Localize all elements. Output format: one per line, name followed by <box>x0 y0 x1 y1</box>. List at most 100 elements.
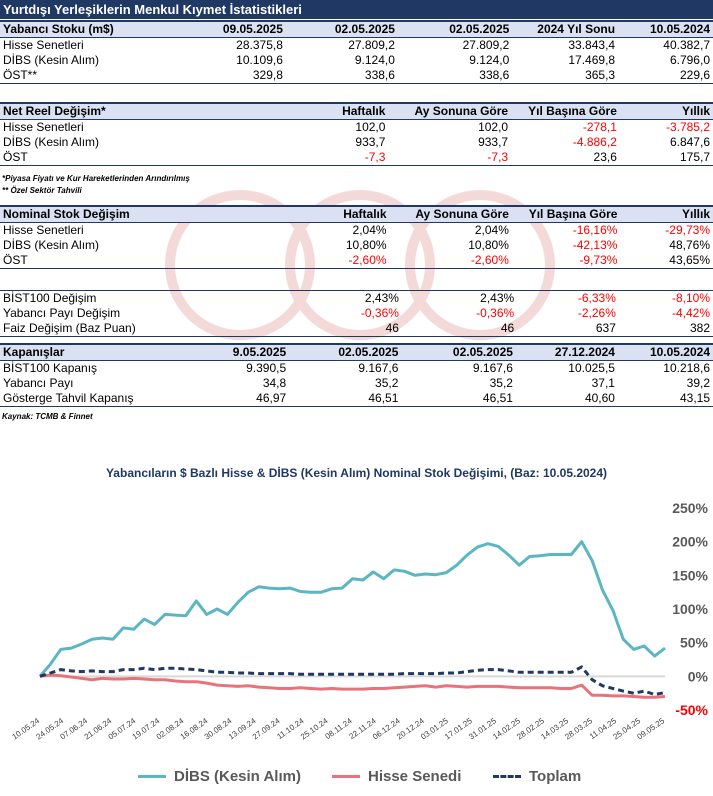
closings-header-col: 27.12.2024 <box>515 343 618 361</box>
cell: 6.847,6 <box>669 135 710 149</box>
series-line-0 <box>38 540 666 678</box>
cell: 933,7 <box>478 135 509 149</box>
y-tick-label: 50% <box>680 635 709 651</box>
stock-header-row: Yabancı Stoku (m$) 09.05.2025 02.05.2025… <box>0 20 713 38</box>
footnote-ost: ** Özel Sektör Tahvili <box>2 186 82 195</box>
cell: 43,65% <box>620 253 713 269</box>
row-label: Yabancı Payı Değişim <box>3 306 121 320</box>
closings-table: Kapanışlar 9.05.2025 02.05.2025 02.05.20… <box>0 343 713 407</box>
cell: -278,1 <box>582 120 617 134</box>
table-row: DİBS (Kesin Alım) 933,7 933,7 -4.886,2 6… <box>0 135 713 150</box>
row-label: DİBS (Kesin Alım) <box>3 238 100 252</box>
cell: -2,60% <box>389 253 512 269</box>
table-row: Hisse Senetleri 28.375,8 27.809,2 27.809… <box>0 38 713 54</box>
cell: -2,26% <box>577 306 616 320</box>
legend-item-hisse: Hisse Senedi <box>332 768 461 785</box>
cell <box>177 321 290 337</box>
closings-header-col: 02.05.2025 <box>401 343 516 361</box>
cell: 17.469,8 <box>568 53 616 67</box>
cell <box>178 291 289 307</box>
row-label: Hisse Senetleri <box>3 120 84 134</box>
y-tick-label: 150% <box>672 567 708 583</box>
closings-header-label: Kapanışlar <box>0 343 175 361</box>
cell: 46 <box>289 321 402 337</box>
table-row: BİST100 Kapanış 9.390,5 9.167,6 9.167,6 … <box>0 361 713 377</box>
cell: 2,04% <box>352 223 387 237</box>
x-tick-label: 09.05.25 <box>635 716 666 742</box>
cell: 9.124,0 <box>354 53 395 67</box>
stock-header-col: 2024 Yıl Sonu <box>512 20 619 38</box>
real-change-header-col: Haftalık <box>277 102 389 120</box>
cell: 35,2 <box>489 376 513 390</box>
row-label: ÖST <box>0 150 171 166</box>
nominal-change-header-label: Nominal Stok Değişim <box>0 205 175 223</box>
nominal-change-header-col: Yıllık <box>620 205 713 223</box>
legend-swatch <box>493 775 521 778</box>
table-row: ÖST -7,3 -7,3 23,6 175,7 <box>0 150 713 166</box>
chart-title: Yabancıların $ Bazlı Hisse & DİBS (Kesin… <box>105 466 608 480</box>
cell: 39,2 <box>686 376 710 390</box>
row-label: Yabancı Payı <box>3 376 74 390</box>
y-tick-label: -50% <box>675 702 708 718</box>
cell: 102,0 <box>478 120 509 134</box>
row-label: BİST100 Değişim <box>3 291 97 305</box>
row-label: Faiz Değişim (Baz Puan) <box>0 321 178 337</box>
cell: 9.124,0 <box>469 53 510 67</box>
nominal-change-table: Nominal Stok Değişim Haftalık Ay Sonuna … <box>0 205 713 269</box>
nominal-change-header-col: Yıl Başına Göre <box>511 205 621 223</box>
stock-table: Yabancı Stoku (m$) 09.05.2025 02.05.2025… <box>0 20 713 84</box>
cell: 28.375,8 <box>236 38 283 52</box>
cell: 27.809,2 <box>462 38 510 52</box>
y-tick-label: 0% <box>688 668 709 684</box>
nominal-change-header-col: Ay Sonuna Göre <box>389 205 512 223</box>
real-change-header-col <box>170 102 278 120</box>
cell: 365,3 <box>512 68 619 84</box>
cell: 933,7 <box>355 135 386 149</box>
real-change-table: Net Reel Değişim* Haftalık Ay Sonuna Gör… <box>0 102 713 166</box>
stock-header-col: 02.05.2025 <box>397 20 513 38</box>
row-label: Hisse Senetleri <box>3 223 84 237</box>
table-row: ÖST** 329,8 338,6 338,6 365,3 229,6 <box>0 68 713 84</box>
cell: -0,36% <box>476 306 515 320</box>
cell: 229,6 <box>618 68 713 84</box>
page-title: Yurtdışı Yerleşiklerin Menkul Kıymet İst… <box>0 0 713 19</box>
line-chart: 250%200%150%100%50%0%-50%10.05.2424.05.2… <box>10 500 709 742</box>
y-tick-label: 100% <box>672 601 708 617</box>
cell: 102,0 <box>355 120 386 134</box>
closings-header-col: 02.05.2025 <box>289 343 402 361</box>
cell: 40.382,7 <box>663 38 710 52</box>
cell: 10.109,6 <box>236 53 283 67</box>
cell <box>170 150 278 166</box>
cell: 34,8 <box>262 376 287 390</box>
closings-header-col: 10.05.2024 <box>617 343 713 361</box>
cell: 10,80% <box>468 238 509 252</box>
cell: 9.390,5 <box>246 361 287 375</box>
table-row: ÖST -2,60% -2,60% -9,73% 43,65% <box>0 253 713 269</box>
cell: 338,6 <box>285 68 398 84</box>
legend-swatch <box>332 775 360 778</box>
cell: 2,43% <box>364 291 399 305</box>
legend-swatch <box>138 775 166 778</box>
cell: 10.025,5 <box>568 361 615 375</box>
cell: 33.843,4 <box>568 38 616 52</box>
row-label: DİBS (Kesin Alım) <box>3 135 100 149</box>
cell: 10.218,6 <box>663 361 710 375</box>
source-note: Kaynak: TCMB & Finnet <box>2 412 93 421</box>
cell: -8,10% <box>671 291 710 305</box>
legend-item-dibs: DİBS (Kesin Alım) <box>138 768 301 785</box>
stock-header-col: 02.05.2025 <box>285 20 398 38</box>
cell <box>171 135 278 150</box>
nominal-change-header-col <box>174 205 280 223</box>
stock-header-label: Yabancı Stoku (m$) <box>0 20 170 38</box>
table-row: DİBS (Kesin Alım) 10,80% 10,80% -42,13% … <box>0 238 713 253</box>
cell: -2,60% <box>279 253 390 269</box>
legend-label: Toplam <box>529 768 582 785</box>
cell: -7,3 <box>277 150 389 166</box>
cell <box>178 306 289 321</box>
closings-header-row: Kapanışlar 9.05.2025 02.05.2025 02.05.20… <box>0 343 713 361</box>
cell: -16,16% <box>572 223 618 237</box>
table-row: Hisse Senetleri 2,04% 2,04% -16,16% -29,… <box>0 223 713 239</box>
cell: 175,7 <box>619 150 713 166</box>
cell: -6,33% <box>577 291 616 305</box>
table-row: Faiz Değişim (Baz Puan) 46 46 637 382 <box>0 321 713 337</box>
